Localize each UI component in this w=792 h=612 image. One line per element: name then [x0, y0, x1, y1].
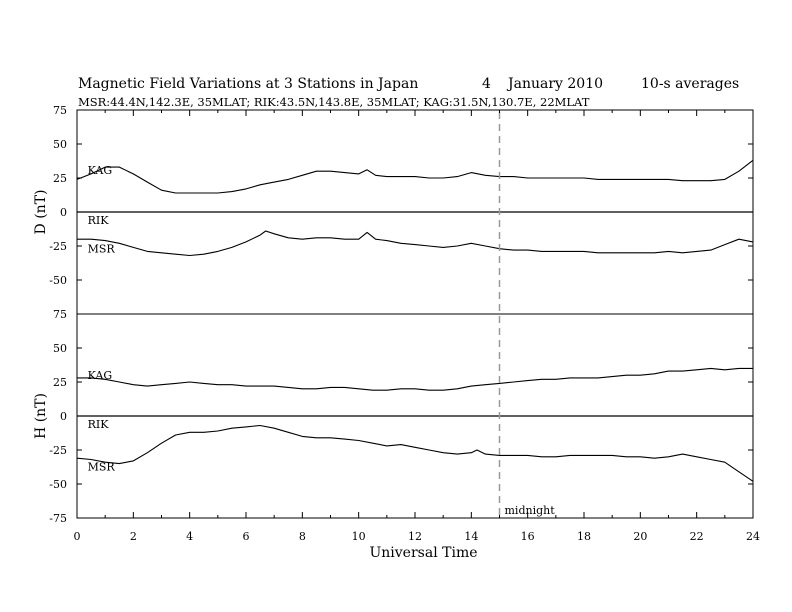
x-tick-label-10: 20: [633, 530, 647, 543]
h-y-axis-label: H (nT): [33, 393, 49, 439]
d-ytick-label-4: -25: [49, 240, 67, 253]
horizontal-panel: 75 50 25 0 -25 -50 -75 H (nT) KAG RIK MSR: [33, 308, 754, 525]
x-tick-label-11: 22: [690, 530, 704, 543]
d-ytick-label-5: -50: [49, 274, 67, 287]
d-ytick-label-1: 50: [53, 138, 67, 151]
d-station-label-msr: MSR: [88, 243, 116, 256]
chart-title-date: January 2010: [506, 76, 603, 92]
declination-panel: 75 50 25 0 -25 -50 D (nT) KAG RIK MSR: [33, 104, 754, 315]
h-ytick-label-6: -75: [49, 512, 67, 525]
x-tick-label-3: 6: [243, 530, 250, 543]
x-tick-label-12: 24: [746, 530, 760, 543]
x-axis-label: Universal Time: [369, 545, 477, 561]
h-ytick-label-1: 50: [53, 342, 67, 355]
h-ytick-label-2: 25: [53, 376, 67, 389]
midnight-label: midnight: [505, 504, 556, 517]
x-tick-label-1: 2: [130, 530, 137, 543]
x-tick-label-8: 16: [521, 530, 535, 543]
x-tick-label-9: 18: [577, 530, 591, 543]
h-series-line-msr: [76, 424, 754, 482]
x-tick-label-7: 14: [464, 530, 478, 543]
d-ytick-label-3: 0: [60, 206, 67, 219]
x-tick-label-0: 0: [74, 530, 81, 543]
chart-title-main: Magnetic Field Variations at 3 Stations …: [78, 76, 418, 92]
chart-title-day: 4: [482, 76, 491, 92]
x-tick-label-6: 12: [408, 530, 422, 543]
d-station-label-rik: RIK: [88, 214, 110, 227]
h-station-label-rik: RIK: [88, 418, 110, 431]
h-ytick-label-3: 0: [60, 410, 67, 423]
h-series-line-kag: [77, 367, 753, 391]
h-ytick-label-0: 75: [53, 308, 67, 321]
chart-subtitle: MSR:44.4N,142.3E, 35MLAT; RIK:43.5N,143.…: [78, 95, 590, 109]
d-series-line-kag: [76, 159, 754, 194]
x-tick-label-5: 10: [352, 530, 366, 543]
x-tick-label-2: 4: [186, 530, 193, 543]
h-ytick-label-5: -50: [49, 478, 67, 491]
d-ytick-label-0: 75: [53, 104, 67, 117]
d-ytick-label-2: 25: [53, 172, 67, 185]
h-station-label-msr: MSR: [88, 460, 116, 473]
h-ytick-label-4: -25: [49, 444, 67, 457]
h-station-label-kag: KAG: [88, 369, 113, 382]
chart-title-averaging: 10-s averages: [641, 76, 739, 92]
d-y-axis-label: D (nT): [33, 190, 49, 235]
d-series-line-msr: [77, 230, 754, 257]
x-axis: 0 2 4 6 8 10 12 14 16 18 20 22 24: [74, 110, 760, 543]
d-station-label-kag: KAG: [88, 164, 113, 177]
x-tick-label-4: 8: [299, 530, 306, 543]
